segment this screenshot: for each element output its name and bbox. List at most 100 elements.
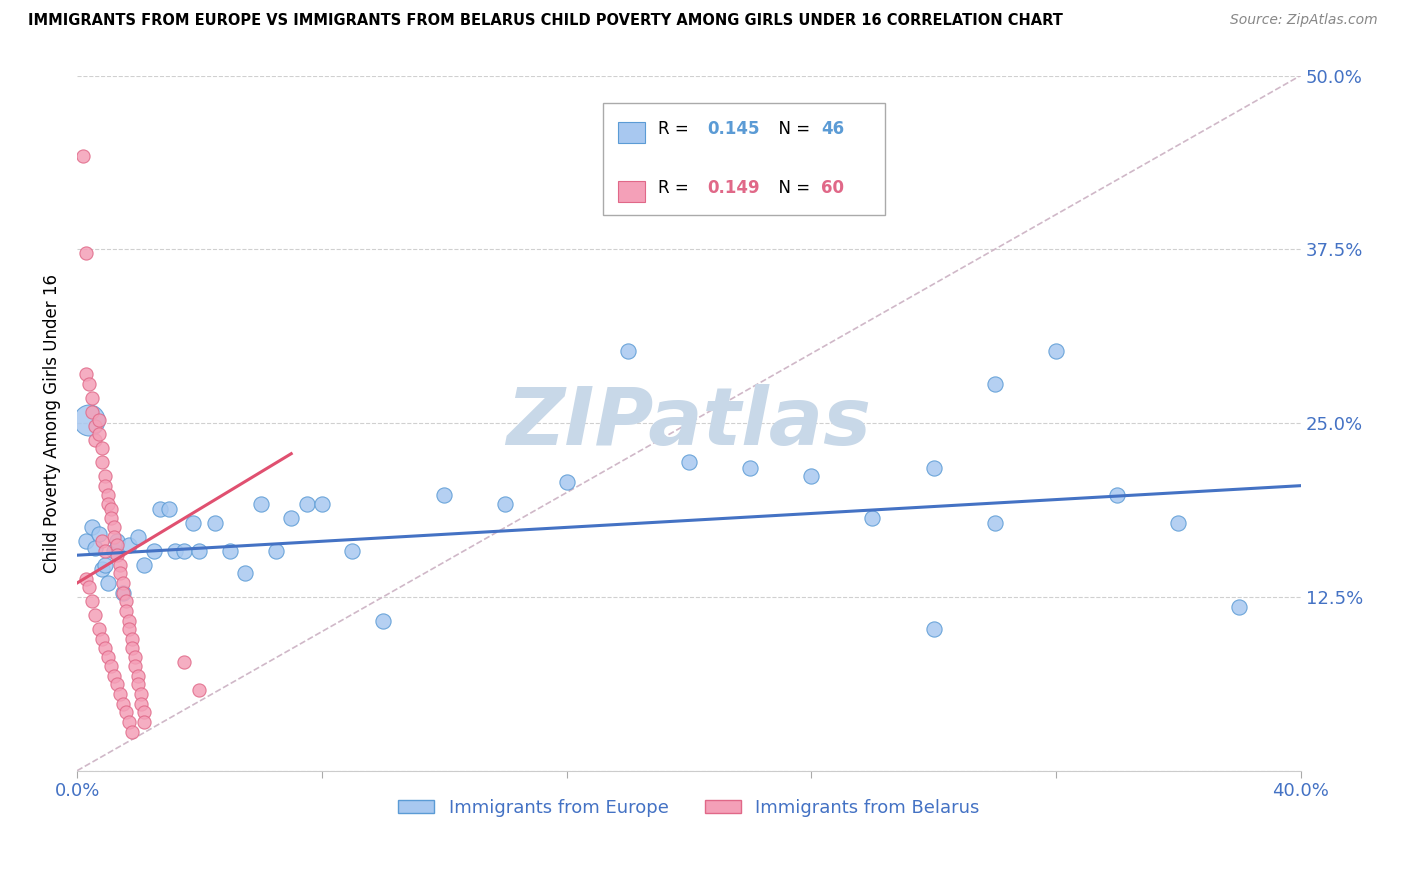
Point (127, 530, 149, 544)
Point (115, 594, 138, 608)
Point (87, 413, 110, 427)
Point (800, 469, 823, 483)
Point (280, 510, 302, 524)
Point (1107, 488, 1129, 502)
Point (90, 534, 112, 549)
Point (860, 510, 883, 524)
Text: N =: N = (769, 179, 815, 197)
Point (163, 544, 186, 558)
Point (249, 497, 271, 511)
Point (118, 614, 141, 628)
Point (97, 488, 120, 502)
Point (134, 714, 156, 729)
Point (233, 566, 256, 581)
Point (121, 641, 143, 656)
Point (87, 527, 110, 541)
Legend: Immigrants from Europe, Immigrants from Belarus: Immigrants from Europe, Immigrants from … (391, 792, 987, 824)
Point (75, 534, 97, 549)
Point (111, 585, 134, 599)
Point (84, 418, 107, 433)
Text: IMMIGRANTS FROM EUROPE VS IMMIGRANTS FROM BELARUS CHILD POVERTY AMONG GIRLS UNDE: IMMIGRANTS FROM EUROPE VS IMMIGRANTS FRO… (28, 13, 1063, 29)
Point (84, 607, 107, 622)
Point (93, 469, 115, 483)
Point (118, 714, 141, 729)
Point (149, 502, 172, 516)
Point (82, 520, 104, 534)
Point (124, 649, 146, 664)
Point (121, 724, 143, 739)
Text: 60: 60 (821, 179, 844, 197)
Point (1229, 599, 1251, 614)
Point (127, 669, 149, 683)
Point (75, 368, 97, 382)
Point (173, 655, 195, 669)
Point (90, 441, 112, 455)
Point (188, 683, 211, 698)
Point (82, 594, 104, 608)
Point (97, 649, 120, 664)
Point (75, 246, 97, 260)
Point (84, 433, 107, 447)
Point (131, 687, 153, 701)
Point (678, 455, 700, 469)
Point (93, 544, 115, 558)
Point (79, 377, 101, 392)
Text: Source: ZipAtlas.com: Source: ZipAtlas.com (1230, 13, 1378, 28)
Point (111, 585, 134, 599)
Text: 46: 46 (821, 120, 844, 138)
Text: R =: R = (658, 179, 695, 197)
Point (173, 544, 195, 558)
Text: N =: N = (769, 120, 815, 138)
Point (87, 427, 110, 442)
Point (494, 497, 516, 511)
Point (103, 520, 125, 534)
Point (90, 562, 112, 576)
FancyBboxPatch shape (603, 103, 884, 215)
Point (188, 544, 211, 558)
Point (79, 580, 101, 594)
Point (79, 413, 101, 427)
Text: ZIPatlas: ZIPatlas (506, 384, 872, 462)
Point (90, 455, 112, 469)
Point (84, 541, 107, 556)
Point (1045, 343, 1067, 358)
Point (433, 488, 456, 502)
Point (82, 405, 104, 419)
Point (134, 558, 156, 572)
Point (115, 604, 138, 618)
Point (103, 544, 125, 558)
Point (100, 510, 122, 524)
Point (142, 544, 165, 558)
Point (82, 391, 104, 405)
Point (738, 460, 761, 475)
Point (108, 566, 131, 581)
Point (93, 641, 115, 656)
Point (134, 706, 156, 720)
Text: 0.145: 0.145 (707, 120, 759, 138)
Point (157, 502, 180, 516)
FancyBboxPatch shape (617, 181, 645, 202)
Point (118, 538, 141, 552)
Text: 0.149: 0.149 (707, 179, 759, 197)
Point (342, 544, 364, 558)
Point (100, 659, 122, 673)
Point (131, 697, 153, 711)
Point (93, 478, 115, 492)
Y-axis label: Child Poverty Among Girls Under 16: Child Poverty Among Girls Under 16 (44, 274, 60, 573)
Point (922, 460, 945, 475)
Point (87, 622, 110, 636)
Point (72, 149, 94, 163)
Point (103, 530, 125, 544)
Point (97, 576, 120, 591)
Point (105, 534, 128, 549)
Point (93, 558, 115, 572)
Point (219, 544, 242, 558)
Point (183, 516, 205, 531)
Point (127, 677, 149, 691)
Point (103, 669, 125, 683)
FancyBboxPatch shape (617, 121, 645, 143)
Point (121, 632, 143, 646)
Point (311, 497, 333, 511)
Point (75, 572, 97, 586)
Point (105, 677, 128, 691)
